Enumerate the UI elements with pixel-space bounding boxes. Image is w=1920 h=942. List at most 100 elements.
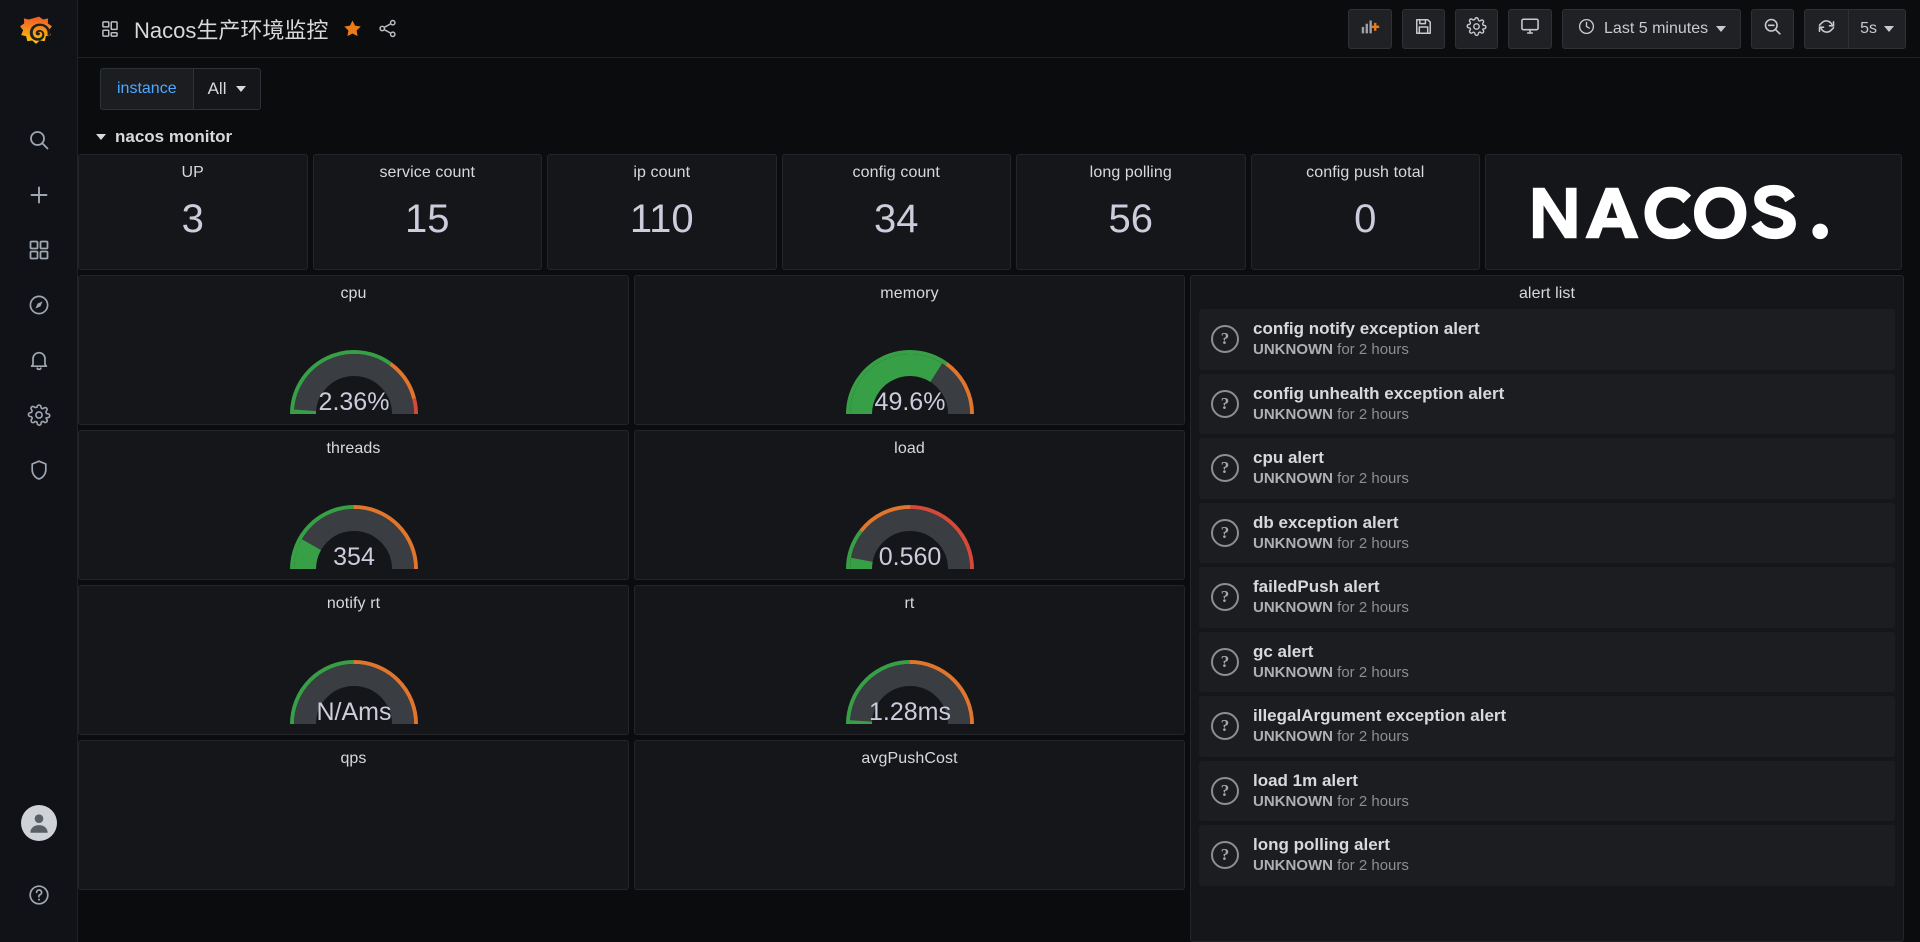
alert-duration: for 2 hours [1337,792,1409,810]
sidebar-item-create[interactable] [0,167,78,222]
share-icon[interactable] [377,18,398,39]
save-disk-icon [1413,16,1434,42]
stat-panel-config-push-total[interactable]: config push total 0 [1250,154,1480,270]
panel-title: threads [326,440,381,457]
alert-item-text: db exception alert UNKNOWN for 2 hours [1253,512,1409,555]
stat-value: 110 [629,197,694,241]
alert-list-item[interactable]: ? config notify exception alert UNKNOWN fo… [1199,309,1895,370]
alert-status: UNKNOWN for 2 hours [1253,598,1409,618]
panel-title: service count [379,164,476,181]
grafana-logo[interactable] [0,0,78,70]
panel-title: UP [181,164,204,181]
alert-item-text: failedPush alert UNKNOWN for 2 hours [1253,576,1409,619]
cycle-view-mode-button[interactable] [1508,8,1553,49]
alert-status: UNKNOWN for 2 hours [1253,534,1409,554]
gauge-panel-memory[interactable]: memory 49.6% [634,275,1185,425]
gauge-panel-avgPushCost[interactable]: avgPushCost [634,740,1185,890]
zoom-out-time-range-button[interactable] [1751,8,1795,49]
dashboard-settings-button[interactable] [1455,8,1499,49]
variable-select-instance[interactable]: All [192,68,261,110]
star-icon[interactable] [342,18,363,39]
panel-title: alert list [1518,285,1576,302]
alert-list-item[interactable]: ? failedPush alert UNKNOWN for 2 hours [1199,567,1895,628]
question-circle-icon: ? [1211,712,1239,741]
add-panel-button[interactable] [1348,8,1393,49]
alert-list: ? config notify exception alert UNKNOWN fo… [1191,303,1903,886]
nacos-logo-panel[interactable] [1485,154,1902,270]
alert-list-item[interactable]: ? illegalArgument exception alert UNKNOWN … [1199,696,1895,757]
alert-item-text: config unhealth exception alert UNKNOWN f… [1253,383,1504,426]
alert-name: failedPush alert [1253,577,1380,596]
search-minus-icon [1762,16,1783,42]
alert-name: config unhealth exception alert [1253,383,1505,403]
stat-panel-ip-count[interactable]: ip count 110 [547,154,777,270]
stat-value: 3 [181,197,204,241]
stat-panel-config-count[interactable]: config count 34 [781,154,1011,270]
alert-state: UNKNOWN [1253,470,1333,488]
sidebar-item-search[interactable] [0,112,78,167]
panel-title: memory [880,285,939,302]
gauge-panel-notify-rt[interactable]: notify rt N/Ams [78,585,629,735]
alert-list-item[interactable]: ? load 1m alert UNKNOWN for 2 hours [1199,760,1895,821]
panel-title: load [894,440,925,457]
gear-icon [1466,16,1487,42]
gauge-panel-rt[interactable]: rt 1.28ms [634,585,1185,735]
chevron-down-icon [1716,25,1727,32]
alert-name: load 1m alert [1253,770,1358,790]
sidebar-item-alerting[interactable] [0,332,78,387]
alert-state: UNKNOWN [1253,341,1333,359]
row-header-nacos-monitor[interactable]: nacos monitor [78,120,1920,154]
plus-icon [27,183,51,207]
refresh-interval-picker[interactable]: 5s [1849,10,1905,48]
shield-icon [27,458,51,482]
time-range-label: Last 5 minutes [1604,19,1709,37]
bell-icon [27,348,51,372]
gauge-visual: 49.6% [635,304,1184,420]
refresh-icon [1816,16,1837,42]
save-dashboard-button[interactable] [1402,8,1446,49]
question-circle-icon: ? [1211,518,1239,547]
chevron-down-icon [96,134,106,140]
alert-list-item[interactable]: ? long polling alert UNKNOWN for 2 hours [1199,825,1895,886]
refresh-picker: 5s [1804,8,1906,49]
stat-panel-service-count[interactable]: service count 15 [312,154,542,270]
alert-item-text: long polling alert UNKNOWN for 2 hours [1253,834,1409,877]
alert-name: long polling alert [1253,835,1390,854]
sidebar-item-explore[interactable] [0,277,78,332]
question-circle-icon: ? [1211,454,1239,483]
gauge-value: 0.560 [878,543,941,571]
panel-title: notify rt [326,595,381,612]
search-icon [27,128,51,152]
sidebar-item-server-admin[interactable] [0,442,78,497]
alert-list-item[interactable]: ? cpu alert UNKNOWN for 2 hours [1199,438,1895,499]
gauge-panel-cpu[interactable]: cpu 2.36% [78,275,629,425]
alert-duration: for 2 hours [1337,470,1409,488]
clock-icon [1577,17,1596,41]
sidebar-item-dashboards[interactable] [0,222,78,277]
alert-list-item[interactable]: ? db exception alert UNKNOWN for 2 hours [1199,502,1895,563]
sidebar-item-configuration[interactable] [0,387,78,442]
gauge-panel-threads[interactable]: threads 354 [78,430,629,580]
stat-panel-UP[interactable]: UP 3 [78,154,308,270]
main-sidebar [0,0,78,942]
gauge-panel-load[interactable]: load 0.560 [634,430,1185,580]
refresh-dashboard-button[interactable] [1805,10,1848,48]
avatar[interactable] [20,805,57,841]
alert-item-text: illegalArgument exception alert UNKNOWN f… [1253,705,1506,748]
alert-duration: for 2 hours [1337,663,1409,681]
stat-panel-long-polling[interactable]: long polling 56 [1016,154,1246,270]
alert-status: UNKNOWN for 2 hours [1253,792,1409,812]
question-circle-icon [27,883,51,907]
add-panel-icon [1359,15,1381,42]
time-range-picker[interactable]: Last 5 minutes [1562,8,1742,49]
question-circle-icon: ? [1211,776,1239,805]
alert-list-item[interactable]: ? config unhealth exception alert UNKNOWN … [1199,373,1895,434]
chevron-down-icon [235,86,246,92]
nacos-wordmark [1532,184,1828,240]
gauge-panel-qps[interactable]: qps [78,740,629,890]
panel-title: avgPushCost [861,750,958,767]
toolbar-actions: Last 5 minutes [1348,8,1906,49]
alert-list-item[interactable]: ? gc alert UNKNOWN for 2 hours [1199,631,1895,692]
sidebar-item-help[interactable] [0,867,78,922]
alert-duration: for 2 hours [1337,857,1409,875]
